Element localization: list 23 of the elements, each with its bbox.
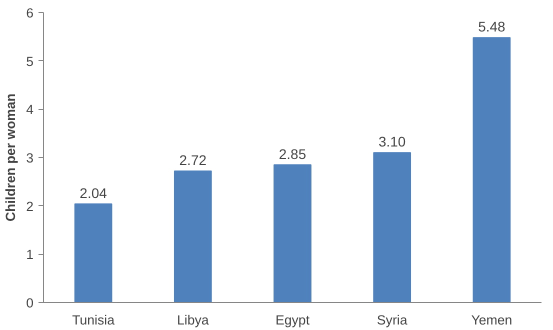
y-tick-label: 6 xyxy=(26,6,34,20)
bar xyxy=(74,203,112,302)
y-tick-label: 5 xyxy=(26,54,34,69)
data-label: 2.04 xyxy=(80,184,108,201)
data-label: 2.85 xyxy=(278,146,306,162)
y-tick-label: 0 xyxy=(26,296,34,310)
x-tick-label: Syria xyxy=(376,312,408,328)
y-axis-title: Children per woman xyxy=(3,93,18,222)
data-label: 3.10 xyxy=(378,134,406,150)
y-tick-label: 3 xyxy=(26,150,34,166)
y-tick-label: 2 xyxy=(26,198,34,214)
x-tick-label: Yemen xyxy=(471,312,512,328)
x-tick-label: Egypt xyxy=(275,312,310,328)
data-label: 5.48 xyxy=(478,18,506,35)
x-tick-label: Tunisia xyxy=(72,312,116,328)
bar xyxy=(274,164,312,302)
bar xyxy=(472,37,511,302)
bar xyxy=(174,170,212,302)
x-tick-label: Libya xyxy=(176,312,210,328)
data-label: 2.72 xyxy=(179,152,207,168)
y-tick-label: 4 xyxy=(26,102,34,118)
y-tick-label: 1 xyxy=(26,247,34,262)
bar xyxy=(373,152,412,302)
